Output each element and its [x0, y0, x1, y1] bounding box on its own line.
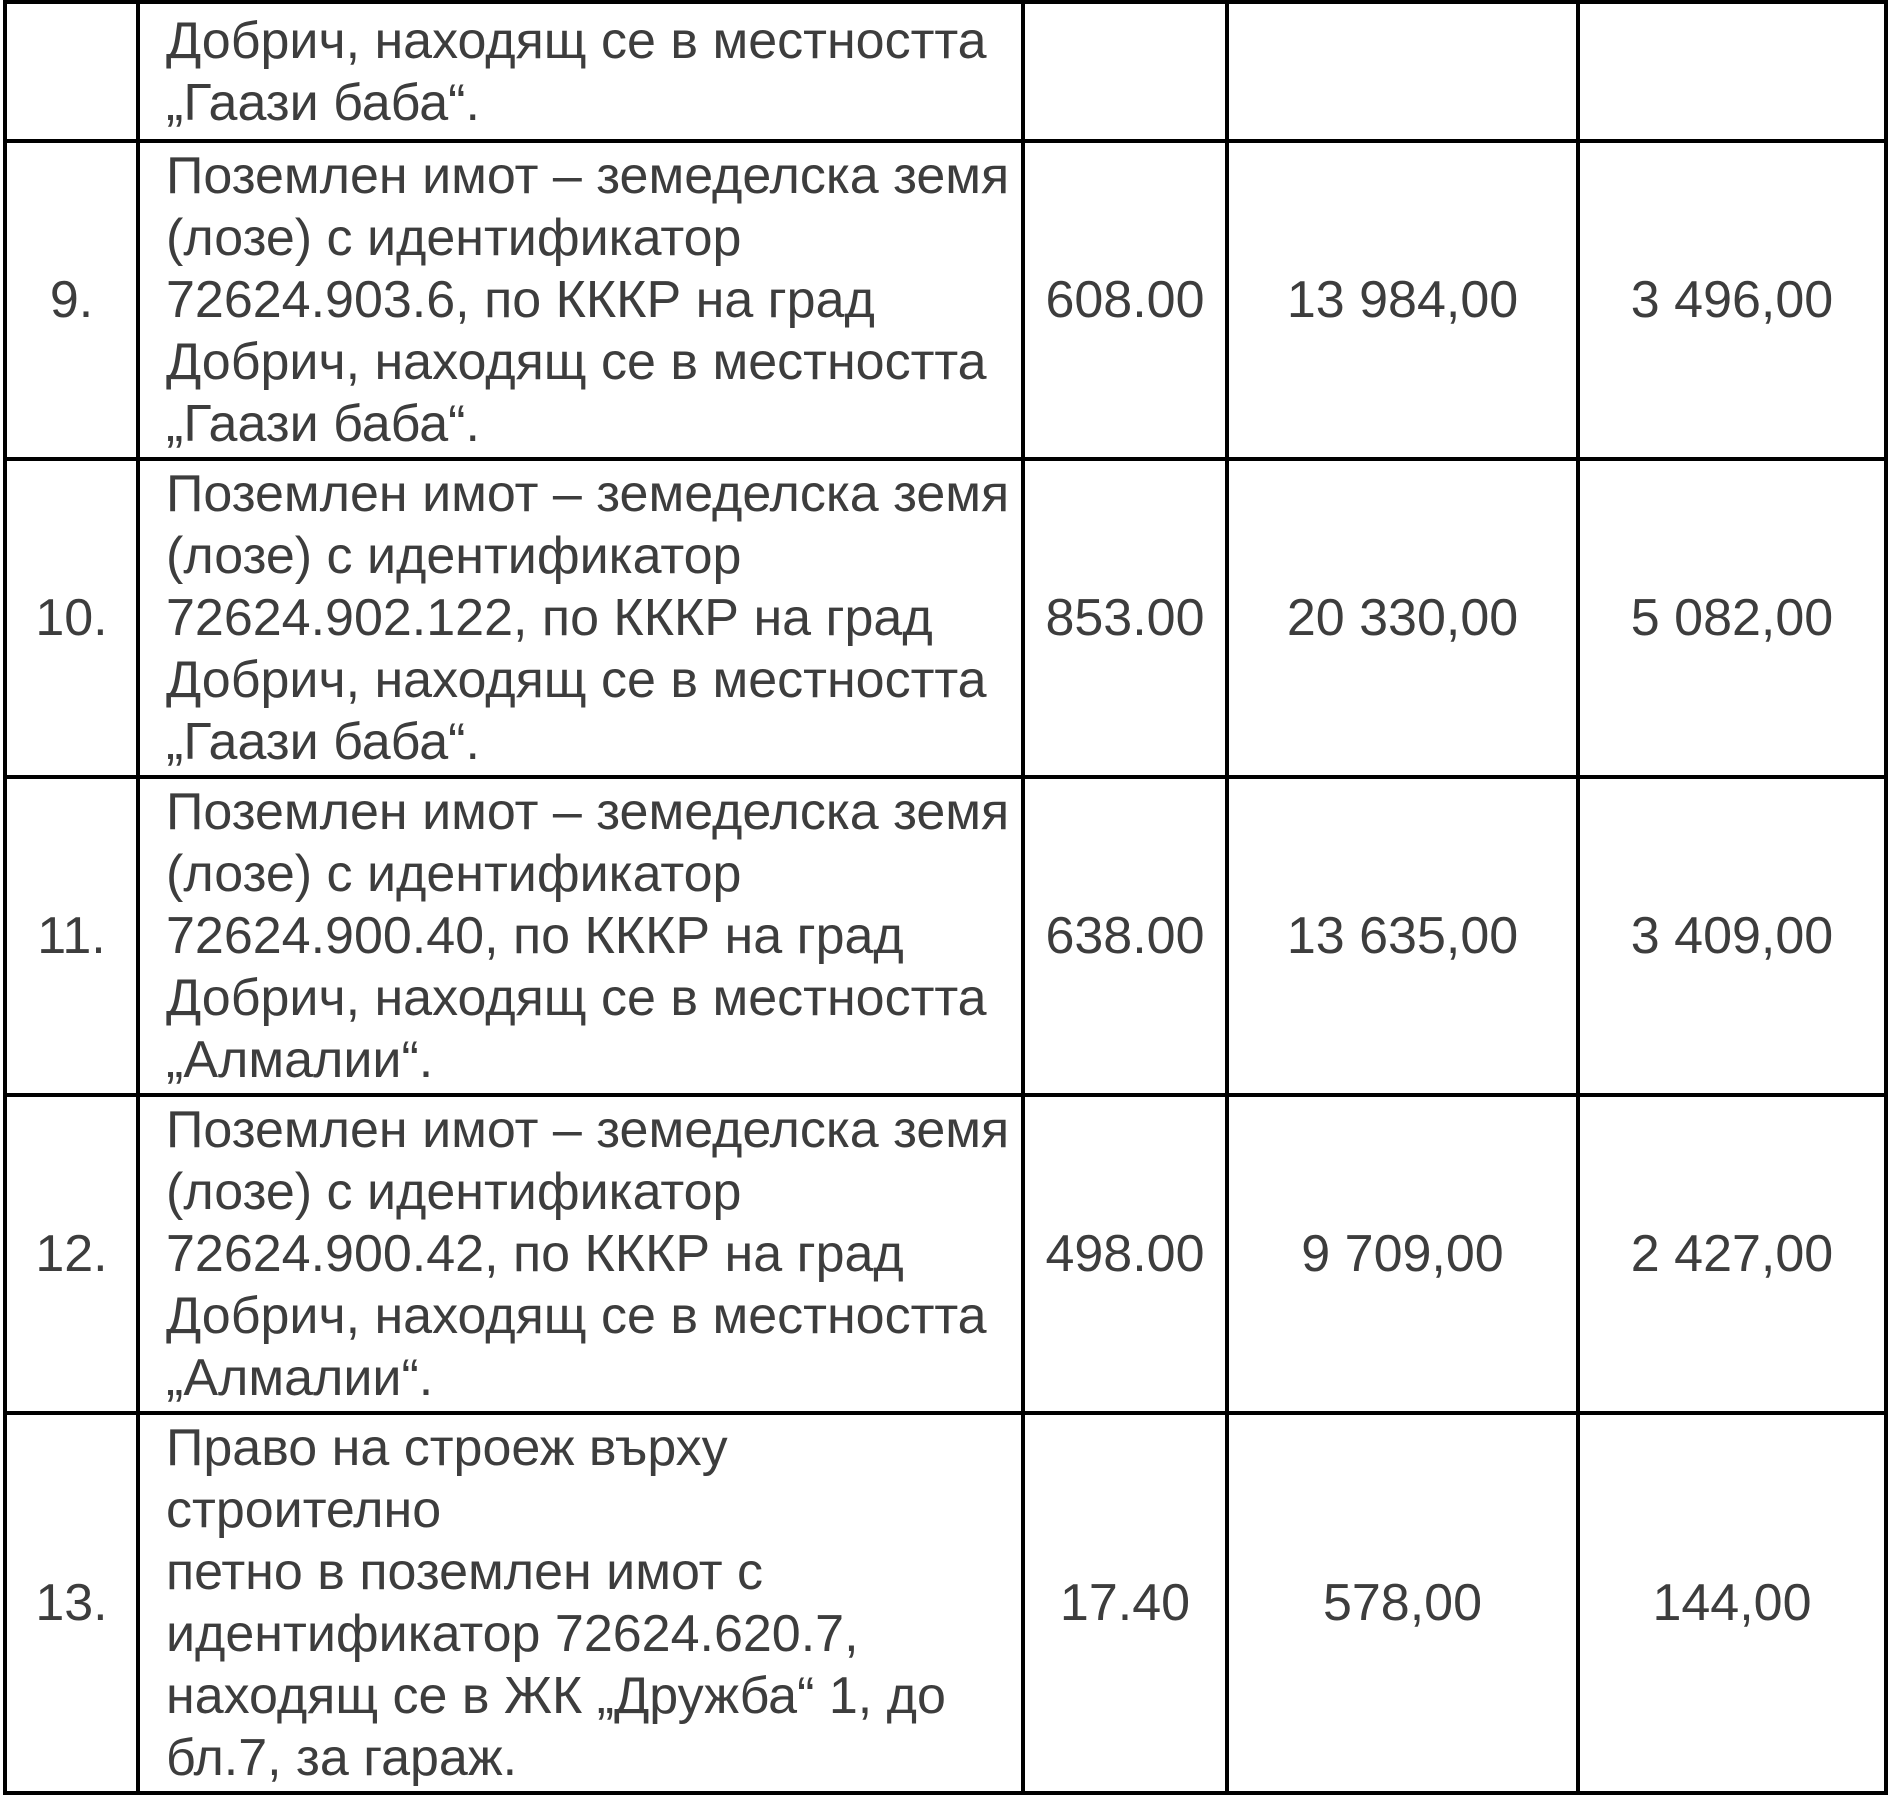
properties-table: Добрич, находящ се в местността „Гаази б…: [3, 0, 1888, 1795]
area-cell: [1021, 0, 1229, 143]
description-cell: Поземлен имот – земеделска земя (лозе) с…: [136, 139, 1025, 461]
amount-cell: 9 709,00: [1225, 1093, 1580, 1415]
description-cell: Право на строеж върху строително петно в…: [136, 1411, 1025, 1795]
amount-cell: 13 984,00: [1225, 139, 1580, 461]
amount-cell: [1225, 0, 1580, 143]
amount-cell: 13 635,00: [1225, 775, 1580, 1097]
description-cell: Поземлен имот – земеделска земя (лозе) с…: [136, 457, 1025, 779]
second-amount-cell: 2 427,00: [1576, 1093, 1888, 1415]
second-amount-cell: 3 496,00: [1576, 139, 1888, 461]
row-number-cell: 12.: [3, 1093, 140, 1415]
description-cell: Поземлен имот – земеделска земя (лозе) с…: [136, 775, 1025, 1097]
second-amount-cell: 3 409,00: [1576, 775, 1888, 1097]
area-cell: 638.00: [1021, 775, 1229, 1097]
row-number-cell: 13.: [3, 1411, 140, 1795]
table-row: 11. Поземлен имот – земеделска земя (лоз…: [3, 775, 1888, 1097]
area-cell: 853.00: [1021, 457, 1229, 779]
row-number-cell: 10.: [3, 457, 140, 779]
table-row: 10. Поземлен имот – земеделска земя (лоз…: [3, 457, 1888, 779]
row-number-cell: [3, 0, 140, 143]
area-cell: 608.00: [1021, 139, 1229, 461]
row-number-cell: 11.: [3, 775, 140, 1097]
description-cell: Добрич, находящ се в местността „Гаази б…: [136, 0, 1025, 143]
row-number-cell: 9.: [3, 139, 140, 461]
second-amount-cell: 144,00: [1576, 1411, 1888, 1795]
area-cell: 17.40: [1021, 1411, 1229, 1795]
description-cell: Поземлен имот – земеделска земя (лозе) с…: [136, 1093, 1025, 1415]
table-row: 13. Право на строеж върху строително пет…: [3, 1411, 1888, 1795]
amount-cell: 20 330,00: [1225, 457, 1580, 779]
table-row: 12. Поземлен имот – земеделска земя (лоз…: [3, 1093, 1888, 1415]
second-amount-cell: 5 082,00: [1576, 457, 1888, 779]
second-amount-cell: [1576, 0, 1888, 143]
amount-cell: 578,00: [1225, 1411, 1580, 1795]
table-row: Добрич, находящ се в местността „Гаази б…: [3, 0, 1888, 143]
area-cell: 498.00: [1021, 1093, 1229, 1415]
table-row: 9. Поземлен имот – земеделска земя (лозе…: [3, 139, 1888, 461]
